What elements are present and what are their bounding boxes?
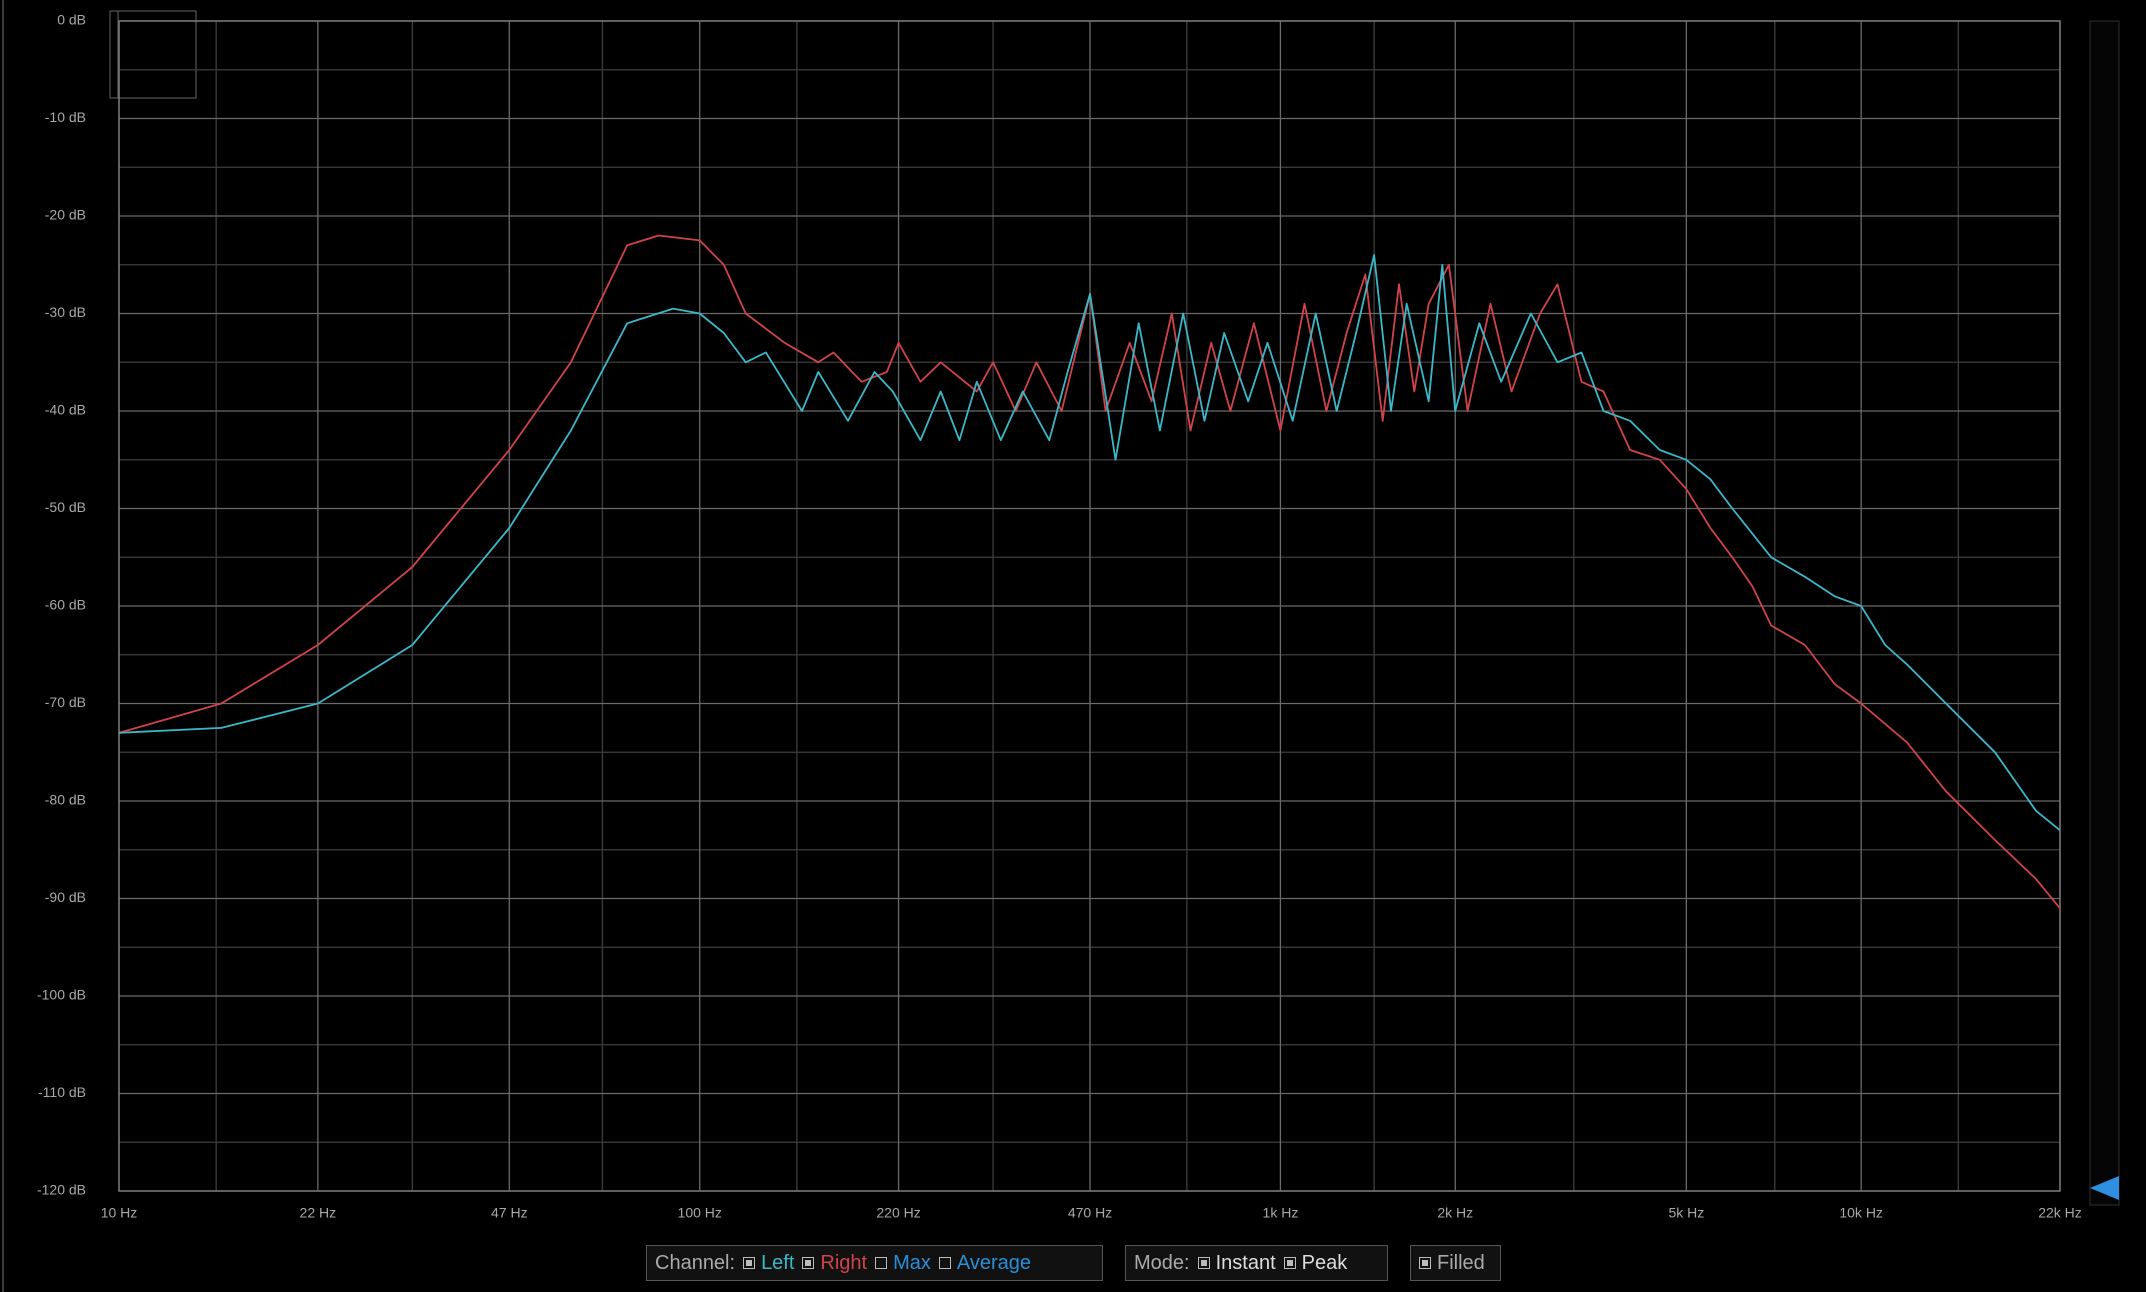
mode-label: Mode: <box>1134 1251 1190 1274</box>
plot-frame <box>118 20 2061 1192</box>
channel-option-label[interactable]: Max <box>893 1251 931 1274</box>
y-tick-label: -120 dB <box>37 1182 86 1198</box>
meter-handle[interactable] <box>2090 1176 2119 1200</box>
series-line <box>118 254 2061 831</box>
checkbox[interactable] <box>938 1257 951 1269</box>
channel-option-label[interactable]: Average <box>956 1251 1032 1274</box>
x-tick-label: 22k Hz <box>2038 1205 2082 1221</box>
x-tick-label: 22 Hz <box>300 1205 337 1221</box>
channel-option[interactable]: Max <box>875 1252 931 1275</box>
filled-option-label[interactable]: Filled <box>1437 1251 1485 1274</box>
channel-option[interactable]: Left <box>743 1252 794 1275</box>
mode-option[interactable]: Instant <box>1197 1251 1276 1275</box>
overlay-box-edge <box>109 10 119 99</box>
mode-group: Mode: Instant Peak <box>1125 1245 1388 1281</box>
filled-group: Filled <box>1410 1245 1501 1281</box>
y-tick-label: -30 dB <box>45 304 86 320</box>
x-tick-label: 10k Hz <box>1839 1205 1883 1221</box>
y-tick-label: -80 dB <box>45 792 86 808</box>
checkbox[interactable] <box>1419 1257 1431 1269</box>
x-tick-label: 100 Hz <box>678 1205 722 1221</box>
x-tick-label: 10 Hz <box>101 1205 138 1221</box>
checkbox[interactable] <box>875 1257 888 1269</box>
y-tick-label: -20 dB <box>45 207 86 223</box>
x-tick-label: 470 Hz <box>1068 1205 1112 1221</box>
y-tick-label: -90 dB <box>45 889 86 905</box>
series-line <box>118 234 2061 909</box>
y-tick-label: -110 dB <box>38 1084 86 1100</box>
y-tick-label: -100 dB <box>37 987 86 1003</box>
filled-option[interactable]: Filled <box>1419 1252 1485 1275</box>
level-meter[interactable] <box>2089 20 2120 1206</box>
checkbox[interactable] <box>743 1257 756 1269</box>
x-tick-label: 47 Hz <box>491 1205 528 1221</box>
y-tick-label: -50 dB <box>45 499 86 515</box>
y-tick-label: -60 dB <box>45 597 86 613</box>
channel-option-label[interactable]: Right <box>820 1251 868 1274</box>
channel-label: Channel: <box>655 1251 736 1274</box>
x-tick-label: 1k Hz <box>1263 1205 1299 1221</box>
x-tick-label: 5k Hz <box>1668 1205 1704 1221</box>
checkbox[interactable] <box>802 1257 815 1269</box>
channel-group: Channel: Left Right Max Average <box>646 1245 1103 1281</box>
channel-option[interactable]: Average <box>938 1251 1032 1275</box>
y-tick-label: -40 dB <box>45 402 86 418</box>
checkbox[interactable] <box>1283 1257 1296 1269</box>
y-tick-label: 0 dB <box>57 12 86 28</box>
x-tick-label: 2k Hz <box>1437 1205 1473 1221</box>
checkbox[interactable] <box>1197 1257 1210 1269</box>
y-tick-label: -10 dB <box>45 109 86 125</box>
channel-option[interactable]: Right <box>802 1252 867 1275</box>
channel-option-label[interactable]: Left <box>761 1251 795 1274</box>
y-tick-label: -70 dB <box>45 694 86 710</box>
mode-option[interactable]: Peak <box>1283 1251 1348 1275</box>
mode-option-label[interactable]: Peak <box>1301 1251 1348 1274</box>
x-tick-label: 220 Hz <box>876 1205 920 1221</box>
mode-option-label[interactable]: Instant <box>1215 1251 1276 1274</box>
